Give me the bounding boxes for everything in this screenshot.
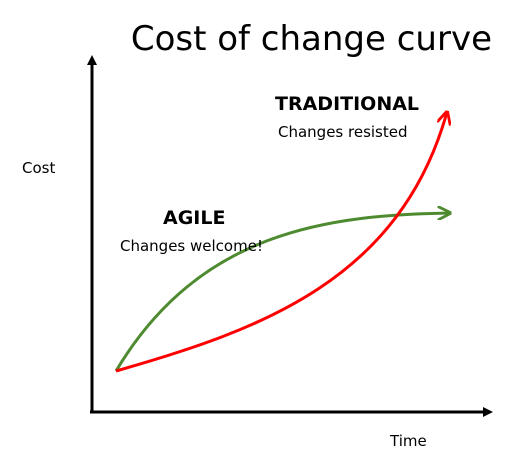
- annotation-title: TRADITIONAL: [275, 93, 419, 115]
- annotation-text: Changes resisted: [278, 123, 408, 141]
- x-axis-label: Time: [389, 432, 427, 450]
- agile-curve: [114, 213, 450, 372]
- y-axis-label: Cost: [22, 159, 55, 177]
- title: Cost of change curve: [131, 19, 492, 59]
- annotation-text: Changes welcome!: [120, 237, 263, 255]
- traditional-curve: [115, 112, 447, 373]
- annotation-title: AGILE: [163, 207, 225, 229]
